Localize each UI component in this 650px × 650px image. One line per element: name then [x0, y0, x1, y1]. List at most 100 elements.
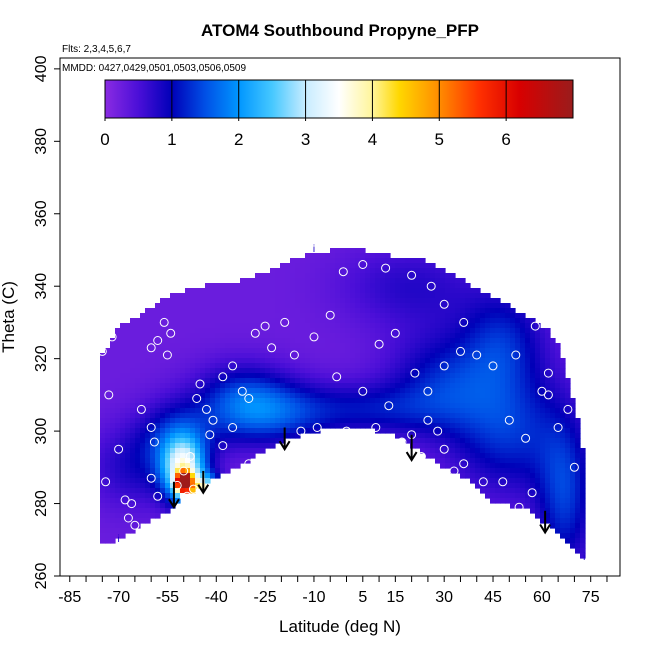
heatmap-cell [160, 363, 166, 369]
heatmap-cell [210, 403, 216, 409]
heatmap-cell [370, 323, 376, 329]
sample-point [218, 441, 228, 451]
heatmap-cell [140, 433, 146, 439]
heatmap-cell [205, 413, 211, 419]
heatmap-cell [135, 478, 141, 484]
heatmap-cell [550, 478, 556, 484]
heatmap-cell [375, 283, 381, 289]
heatmap-cell [110, 423, 116, 429]
heatmap-cell [470, 438, 476, 444]
heatmap-cell [475, 423, 481, 429]
heatmap-cell [525, 498, 531, 504]
heatmap-cell [195, 448, 201, 454]
heatmap-cell [250, 368, 256, 374]
heatmap-cell [520, 363, 526, 369]
heatmap-cell [555, 413, 561, 419]
heatmap-cell [340, 293, 346, 299]
heatmap-cell [265, 308, 271, 314]
heatmap-cell [495, 463, 501, 469]
heatmap-cell [275, 268, 281, 274]
heatmap-cell [195, 453, 201, 459]
heatmap-cell [140, 443, 146, 449]
heatmap-cell [315, 328, 321, 334]
heatmap-cell [160, 438, 166, 444]
heatmap-cell [530, 463, 536, 469]
heatmap-cell [185, 473, 191, 479]
heatmap-cell [580, 528, 586, 534]
heatmap-cell [455, 363, 461, 369]
heatmap-cell [495, 423, 501, 429]
heatmap-cell [290, 308, 296, 314]
heatmap-cell [270, 358, 276, 364]
heatmap-cell [560, 428, 566, 434]
heatmap-cell [410, 403, 416, 409]
heatmap-cell [480, 458, 486, 464]
heatmap-cell [145, 418, 151, 424]
heatmap-cell [190, 298, 196, 304]
heatmap-cell [440, 428, 446, 434]
heatmap-cell [520, 383, 526, 389]
heatmap-cell [155, 333, 161, 339]
heatmap-cell [125, 523, 131, 529]
heatmap-cell [310, 373, 316, 379]
i-marker: i [583, 552, 585, 563]
heatmap-cell [550, 343, 556, 349]
heatmap-cell [210, 358, 216, 364]
heatmap-cell [470, 333, 476, 339]
heatmap-cell [230, 323, 236, 329]
heatmap-cell [255, 383, 261, 389]
heatmap-cell [140, 408, 146, 414]
heatmap-cell [515, 478, 521, 484]
heatmap-cell [245, 368, 251, 374]
heatmap-cell [125, 463, 131, 469]
heatmap-cell [355, 248, 361, 254]
heatmap-cell [410, 348, 416, 354]
heatmap-cell [335, 268, 341, 274]
heatmap-cell [295, 353, 301, 359]
heatmap-cell [315, 343, 321, 349]
heatmap-cell [130, 448, 136, 454]
heatmap-cell [450, 448, 456, 454]
heatmap-cell [195, 293, 201, 299]
heatmap-cell [160, 483, 166, 489]
heatmap-cell [510, 453, 516, 459]
heatmap-cell [340, 378, 346, 384]
heatmap-cell [460, 383, 466, 389]
heatmap-cell [130, 473, 136, 479]
heatmap-cell [235, 323, 241, 329]
heatmap-cell [580, 493, 586, 499]
heatmap-cell [170, 338, 176, 344]
heatmap-cell [435, 328, 441, 334]
heatmap-cell [470, 288, 476, 294]
heatmap-cell [490, 438, 496, 444]
heatmap-cell [165, 303, 171, 309]
heatmap-cell [165, 408, 171, 414]
heatmap-cell [285, 368, 291, 374]
heatmap-cell [565, 453, 571, 459]
heatmap-cell [560, 468, 566, 474]
sample-point [381, 263, 391, 273]
heatmap-cell [380, 363, 386, 369]
heatmap-cell [425, 428, 431, 434]
heatmap-cell [570, 463, 576, 469]
heatmap-cell [270, 283, 276, 289]
heatmap-cell [300, 393, 306, 399]
heatmap-cell [350, 333, 356, 339]
heatmap-cell [510, 458, 516, 464]
heatmap-cell [180, 473, 186, 479]
heatmap-cell [430, 303, 436, 309]
heatmap-cell [430, 293, 436, 299]
heatmap-cell [185, 453, 191, 459]
heatmap-cell [315, 298, 321, 304]
heatmap-cell [290, 358, 296, 364]
heatmap-cell [240, 303, 246, 309]
heatmap-cell [155, 368, 161, 374]
heatmap-cell [530, 468, 536, 474]
heatmap-cell [220, 373, 226, 379]
heatmap-cell [410, 318, 416, 324]
heatmap-cell [560, 533, 566, 539]
heatmap-cell [465, 408, 471, 414]
heatmap-cell [390, 293, 396, 299]
heatmap-cell [560, 413, 566, 419]
heatmap-cell [400, 428, 406, 434]
